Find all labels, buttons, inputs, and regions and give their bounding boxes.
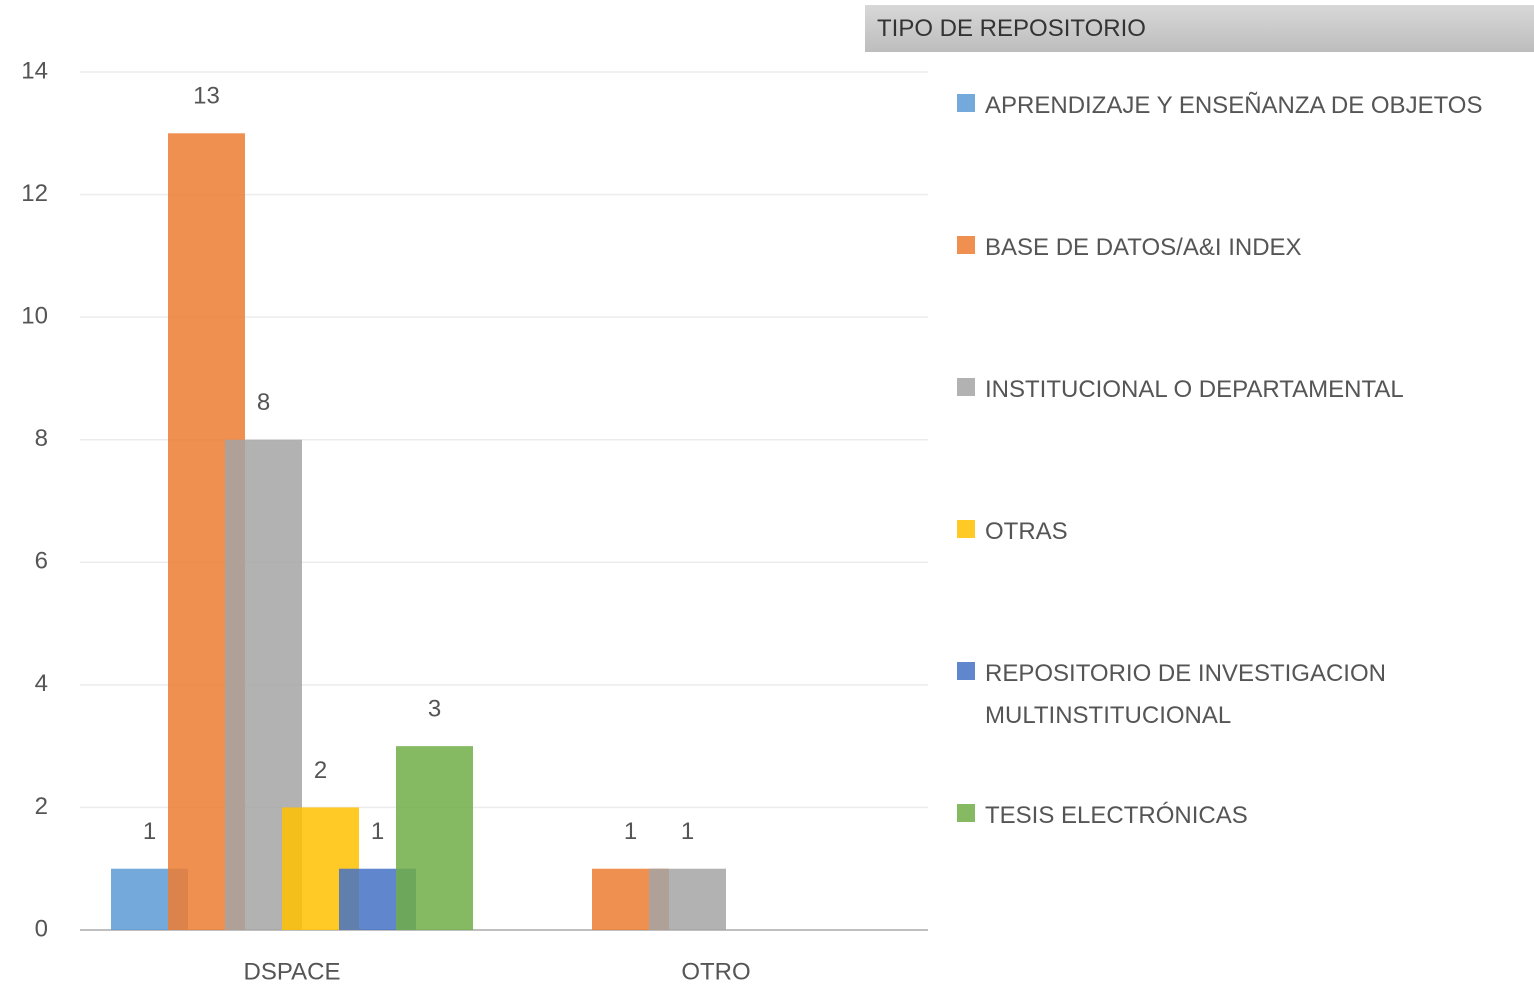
data-label: 8	[257, 389, 270, 416]
x-tick-label: DSPACE	[244, 958, 341, 985]
y-tick-label: 10	[21, 302, 48, 329]
legend-label: TESIS ELECTRÓNICAS	[985, 802, 1248, 829]
y-tick-label: 4	[35, 670, 48, 697]
x-tick-label: OTRO	[681, 958, 750, 985]
legend-swatch	[957, 662, 975, 680]
legend-item: REPOSITORIO DE INVESTIGACION MULTINSTITU…	[957, 653, 1532, 737]
legend-swatch	[957, 520, 975, 538]
y-tick-label: 14	[21, 57, 48, 84]
data-label: 1	[681, 818, 694, 845]
legend-label: APRENDIZAJE Y ENSEÑANZA DE OBJETOS	[985, 92, 1483, 119]
data-label: 1	[371, 818, 384, 845]
legend-item: TESIS ELECTRÓNICAS	[957, 795, 1532, 837]
legend-swatch	[957, 804, 975, 822]
legend-item: INSTITUCIONAL O DEPARTAMENTAL	[957, 369, 1532, 411]
legend-item: OTRAS	[957, 511, 1532, 553]
bar	[649, 868, 726, 930]
data-label: 2	[314, 757, 327, 784]
legend-label: OTRAS	[985, 518, 1068, 545]
legend-item: BASE DE DATOS/A&I INDEX	[957, 227, 1532, 269]
legend-label: REPOSITORIO DE INVESTIGACION MULTINSTITU…	[985, 660, 1386, 729]
y-tick-label: 6	[35, 548, 48, 575]
legend-label: INSTITUCIONAL O DEPARTAMENTAL	[985, 376, 1404, 403]
data-label: 1	[143, 818, 156, 845]
y-tick-label: 8	[35, 425, 48, 452]
y-tick-label: 12	[21, 180, 48, 207]
legend-item: APRENDIZAJE Y ENSEÑANZA DE OBJETOS	[957, 85, 1532, 127]
data-label: 13	[193, 83, 220, 110]
legend-label: BASE DE DATOS/A&I INDEX	[985, 234, 1302, 261]
y-tick-label: 2	[35, 793, 48, 820]
legend-title: TIPO DE REPOSITORIO	[865, 5, 1534, 52]
data-label: 3	[428, 695, 441, 722]
legend-swatch	[957, 236, 975, 254]
bar	[396, 746, 473, 930]
legend-swatch	[957, 378, 975, 396]
legend-swatch	[957, 94, 975, 112]
y-tick-label: 0	[35, 915, 48, 942]
data-label: 1	[624, 818, 637, 845]
